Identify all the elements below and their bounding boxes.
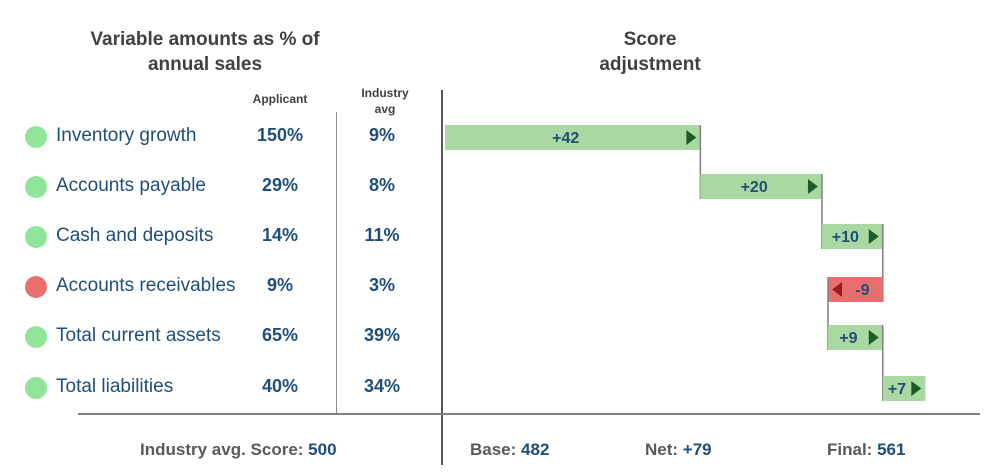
base-score-value: 482 [521, 440, 550, 459]
data-label: +10 [832, 229, 859, 246]
net-score: Net: +79 [645, 440, 712, 460]
industry-value: 34% [363, 376, 401, 396]
left-title: Variable amounts as % of annual sales [60, 27, 350, 77]
column-header-applicant: Applicant [252, 92, 308, 106]
status-dot-positive [25, 126, 47, 148]
arrow-right-icon [868, 330, 879, 345]
arrow-right-icon [807, 179, 818, 194]
row-label: Total liabilities [56, 376, 174, 397]
data-label: +42 [552, 130, 579, 147]
final-score-value: 561 [877, 440, 906, 459]
industry-value: 39% [363, 325, 401, 345]
applicant-value: 9% [266, 275, 293, 295]
base-score-label: Base: [470, 440, 517, 459]
row-label: Total current assets [56, 325, 221, 346]
arrow-right-icon [868, 229, 879, 244]
applicant-value: 40% [261, 376, 299, 396]
footer-rule [78, 413, 980, 415]
status-dot-positive [25, 326, 47, 348]
industry-value: 8% [368, 175, 395, 195]
status-dot-positive [25, 176, 47, 198]
waterfall-bar [445, 125, 701, 150]
chart-title-line2: adjustment [599, 54, 701, 75]
industry-value: 3% [368, 275, 395, 295]
base-score: Base: 482 [470, 440, 549, 460]
column-header-industry-line1: Industry [361, 86, 409, 100]
arrow-right-icon [686, 130, 697, 145]
row-label: Accounts payable [56, 175, 206, 196]
table-row: Total liabilities 40% 34% [0, 373, 440, 403]
applicant-value: 29% [261, 175, 299, 195]
arrow-left-icon [832, 282, 843, 297]
column-header-industry: Industry avg [345, 85, 425, 117]
chart-title-line1: Score [623, 29, 677, 50]
industry-score-label: Industry avg. Score: [140, 440, 304, 459]
industry-value: 11% [364, 225, 400, 245]
data-label: +7 [888, 381, 906, 398]
data-label: +9 [839, 330, 857, 347]
table-row: Cash and deposits 14% 11% [0, 222, 440, 252]
industry-score-value: 500 [308, 440, 337, 459]
table-row: Accounts payable 29% 8% [0, 172, 440, 202]
row-label: Inventory growth [56, 125, 197, 146]
applicant-value: 65% [261, 325, 299, 345]
arrow-right-icon [911, 381, 922, 396]
net-score-label: Net: [645, 440, 679, 459]
applicant-value: 14% [261, 225, 299, 245]
section-divider [441, 90, 443, 465]
row-label: Cash and deposits [56, 225, 214, 246]
column-header-industry-line2: avg [374, 102, 396, 116]
chart-title: Score adjustment [560, 27, 740, 77]
applicant-value: 150% [256, 125, 304, 145]
status-dot-negative [25, 276, 47, 298]
final-score-label: Final: [827, 440, 873, 459]
waterfall-bar [700, 174, 822, 199]
data-label: -9 [855, 282, 869, 299]
row-label: Accounts receivables [56, 275, 236, 296]
column-divider [336, 112, 337, 414]
table-row: Total current assets 65% 39% [0, 322, 440, 352]
table-row: Inventory growth 150% 9% [0, 122, 440, 152]
status-dot-positive [25, 226, 47, 248]
final-score: Final: 561 [827, 440, 905, 460]
left-title-line2: annual sales [147, 54, 263, 75]
industry-score: Industry avg. Score: 500 [140, 440, 337, 460]
table-row: Accounts receivables 9% 3% [0, 272, 440, 302]
industry-value: 9% [368, 125, 395, 145]
status-dot-positive [25, 377, 47, 399]
data-label: +20 [741, 179, 768, 196]
net-score-value: +79 [682, 440, 712, 459]
left-title-line1: Variable amounts as % of [90, 29, 320, 50]
